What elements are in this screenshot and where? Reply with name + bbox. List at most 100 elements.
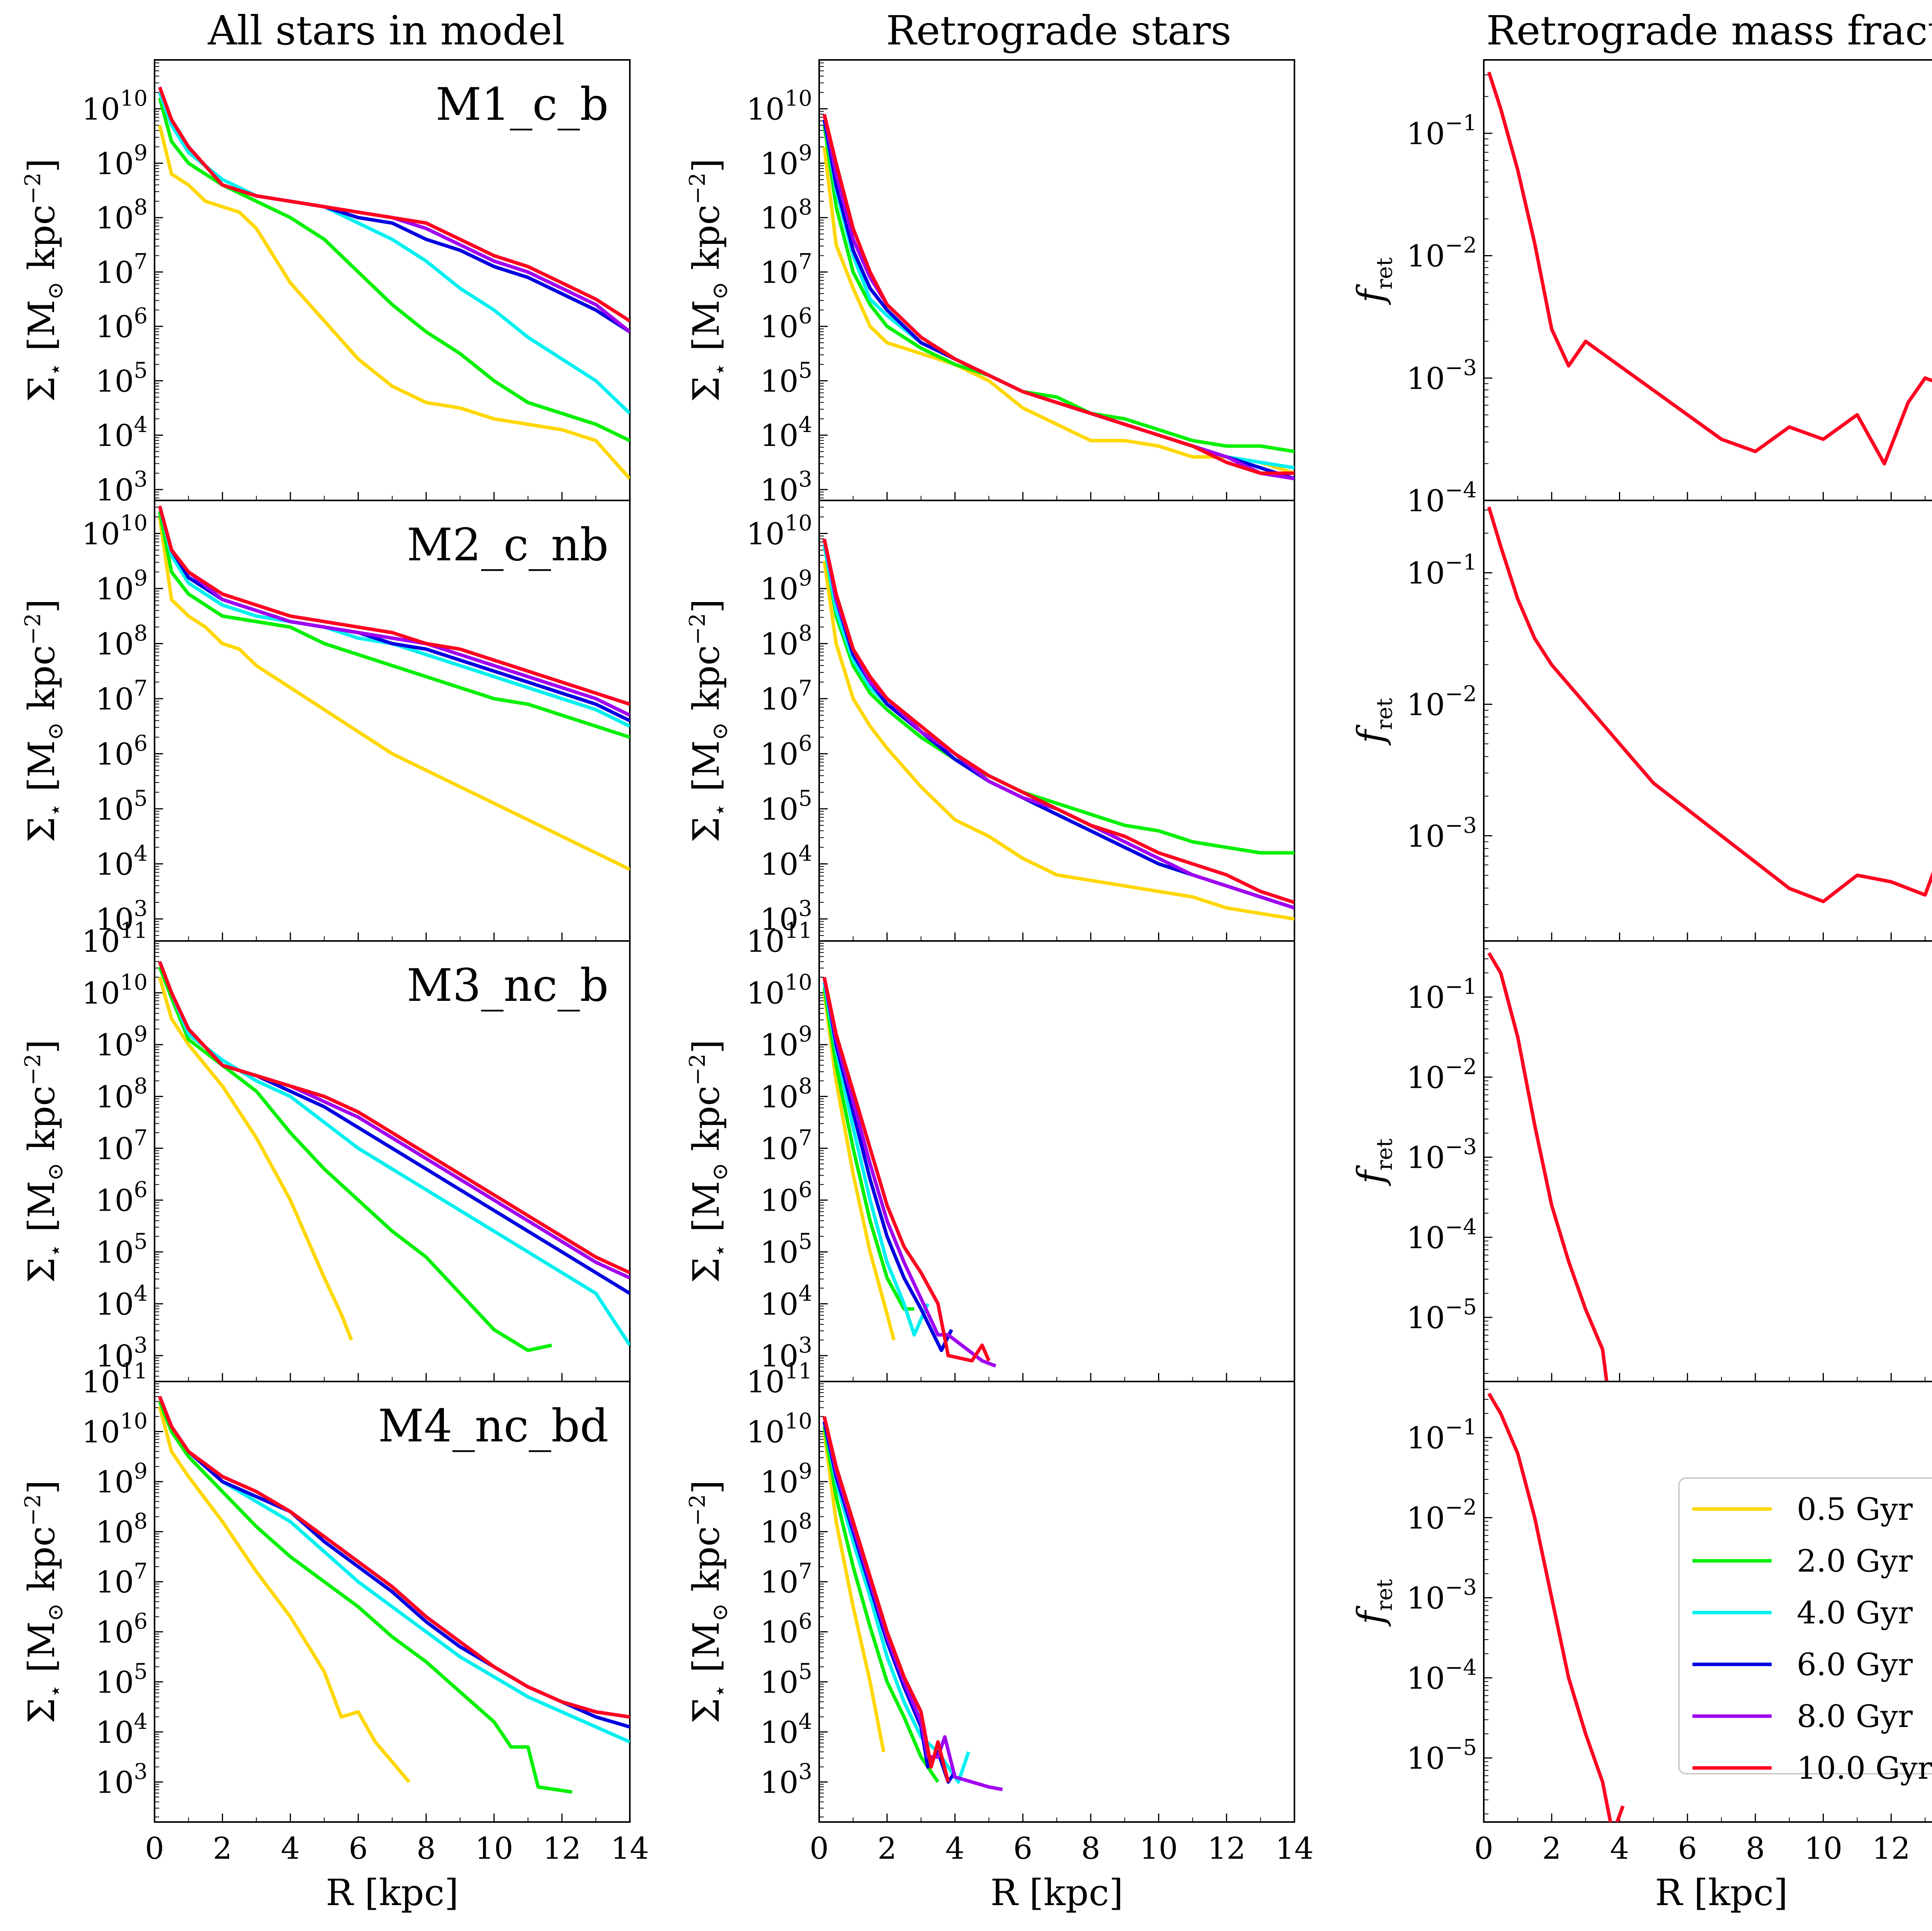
y-tick-label: 103 <box>95 467 148 508</box>
y-tick-label: 10−1 <box>1406 111 1477 151</box>
x-tick-label: 0 <box>810 1831 829 1866</box>
series-group <box>1487 506 1932 903</box>
y-tick-label: 1010 <box>746 86 812 127</box>
y-tick-label: 10−3 <box>1406 1135 1477 1176</box>
column-title-retrograde-fraction: Retrograde mass fraction <box>1486 7 1932 54</box>
series-line-8-0-Gyr <box>158 505 630 717</box>
y-tick-label: 107 <box>95 1559 148 1600</box>
y-tick-label: 107 <box>760 1559 812 1600</box>
x-tick-label: 2 <box>1542 1831 1561 1866</box>
y-tick-label: 104 <box>95 1709 148 1750</box>
y-tick-label: 103 <box>760 896 812 937</box>
y-tick-label: 103 <box>760 467 812 508</box>
y-tick-label: 109 <box>760 1459 812 1500</box>
series-line-4-0-Gyr <box>822 1421 970 1784</box>
series-line-8-0-Gyr <box>822 538 1294 910</box>
y-tick-label: 107 <box>760 1125 812 1166</box>
y-tick-label: 104 <box>95 412 148 453</box>
y-tick-label: 10−5 <box>1406 1735 1477 1776</box>
y-tick-label: 1010 <box>746 511 812 552</box>
panel-r3-c0: 1011 1010 109 108 107 106 105 104 103 0 2 4 6 8 10 12 14… <box>20 1359 649 1914</box>
y-tick-label: 10−1 <box>1406 974 1477 1015</box>
series-group <box>822 1416 1003 1791</box>
x-tick-label: 2 <box>878 1831 897 1866</box>
model-label: M4_nc_bd <box>378 1400 609 1452</box>
y-axis-label: Σ⋆ [M⊙ kpc−2] <box>685 158 733 402</box>
y-tick-label: 106 <box>760 1609 812 1650</box>
series-line-2-0-Gyr <box>158 1401 573 1794</box>
series-line-10-0-Gyr <box>1487 1392 1625 1822</box>
legend-label: 10.0 Gyr <box>1797 1750 1932 1786</box>
x-tick-label: 10 <box>1139 1831 1178 1866</box>
legend-label: 2.0 Gyr <box>1797 1543 1913 1579</box>
y-tick-label: 108 <box>760 195 812 236</box>
series-group <box>158 1396 630 1794</box>
y-tick-label: 107 <box>760 676 812 717</box>
series-line-0-5-Gyr <box>158 124 630 480</box>
series-line-10-0-Gyr <box>158 1396 630 1719</box>
y-tick-label: 10−2 <box>1406 233 1477 274</box>
x-tick-label: 8 <box>1746 1831 1765 1866</box>
y-tick-label: 104 <box>760 1281 812 1322</box>
y-tick-label: 105 <box>95 358 148 399</box>
legend: 0.5 Gyr 2.0 Gyr 4.0 Gyr 6.0 Gyr 8.0 Gyr 10.0 … <box>1678 1477 1932 1786</box>
x-tick-label: 8 <box>417 1831 436 1866</box>
series-line-10-0-Gyr <box>822 1416 950 1783</box>
legend-label: 6.0 Gyr <box>1797 1647 1913 1683</box>
y-tick-label: 108 <box>760 1074 812 1114</box>
y-tick-label: 107 <box>95 249 148 290</box>
x-tick-label: 14 <box>611 1831 649 1866</box>
series-group <box>822 538 1294 921</box>
x-tick-label: 0 <box>145 1831 164 1866</box>
y-tick-label: 1010 <box>746 970 812 1011</box>
y-tick-label: 1011 <box>82 918 148 959</box>
y-tick-label: 105 <box>760 1229 812 1270</box>
y-tick-label: 103 <box>760 1759 812 1800</box>
y-tick-label: 10−3 <box>1406 355 1477 396</box>
y-tick-label: 106 <box>760 1177 812 1218</box>
y-tick-label: 1010 <box>82 511 148 552</box>
legend-box <box>1678 1477 1932 1774</box>
y-tick-label: 103 <box>760 1333 812 1374</box>
column-titles: All stars in model Retrograde stars Retr… <box>207 7 1932 54</box>
series-line-8-0-Gyr <box>822 977 997 1368</box>
panel-r0-c0: 1010 109 108 107 106 105 104 103 Σ⋆ [M⊙ kpc−2] M1… <box>20 59 631 508</box>
y-tick-label: 107 <box>760 249 812 290</box>
y-tick-label: 10−1 <box>1406 550 1477 591</box>
y-tick-label: 109 <box>95 566 148 607</box>
x-axis-label: R [kpc] <box>326 1872 459 1914</box>
y-tick-label: 103 <box>95 1759 148 1800</box>
y-tick-label: 1010 <box>82 1409 148 1450</box>
x-tick-label: 4 <box>946 1831 965 1866</box>
y-axis-label: Σ⋆ [M⊙ kpc−2] <box>685 1040 733 1283</box>
y-tick-label: 1011 <box>746 918 812 959</box>
y-tick-label: 105 <box>760 786 812 827</box>
y-tick-label: 108 <box>95 1509 148 1550</box>
y-tick-label: 106 <box>95 1609 148 1650</box>
y-tick-label: 109 <box>95 1459 148 1500</box>
x-tick-label: 12 <box>1208 1831 1246 1866</box>
y-tick-label: 106 <box>95 304 148 345</box>
series-line-0-5-Gyr <box>822 992 896 1341</box>
series-line-0-5-Gyr <box>158 517 630 871</box>
x-tick-label: 10 <box>1804 1831 1842 1866</box>
y-tick-label: 108 <box>760 1509 812 1550</box>
y-tick-label: 109 <box>760 1022 812 1063</box>
y-tick-label: 10−4 <box>1406 1215 1477 1256</box>
series-line-0-5-Gyr <box>822 146 1294 475</box>
series-line-6-0-Gyr <box>158 505 630 723</box>
panel-r0-c2: 10−1 10−2 10−3 10−4 fret <box>1350 59 1932 519</box>
y-axis-label: Σ⋆ [M⊙ kpc−2] <box>20 158 68 402</box>
panel-r0-c1: 1010 109 108 107 106 105 104 103 Σ⋆ [M⊙ kpc−2] <box>685 59 1295 508</box>
series-group <box>1487 1392 1625 1822</box>
y-tick-label: 1010 <box>746 1409 812 1450</box>
y-tick-label: 104 <box>95 1281 148 1322</box>
panel-r1-c1: 1010 109 108 107 106 105 104 103 Σ⋆ [M⊙ kpc−2] <box>685 500 1295 942</box>
y-axis-label: Σ⋆ [M⊙ kpc−2] <box>20 1040 68 1283</box>
y-tick-label: 1010 <box>82 970 148 1011</box>
series-line-10-0-Gyr <box>822 977 991 1363</box>
legend-label: 0.5 Gyr <box>1797 1491 1913 1527</box>
y-tick-label: 1010 <box>82 86 148 127</box>
